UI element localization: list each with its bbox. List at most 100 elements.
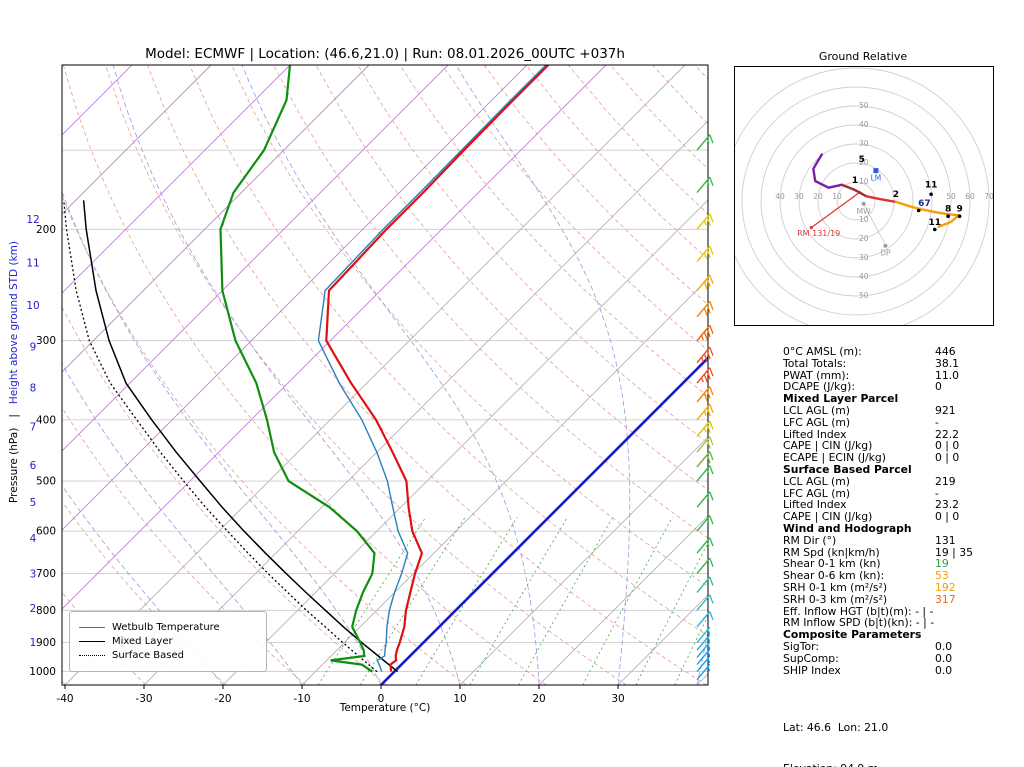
stats-panel: 0°C AMSL (m): 446 Total Totals: 38.1 PWAT (m… <box>783 346 1017 676</box>
stat-label: Lifted Index <box>783 498 847 512</box>
svg-text:30: 30 <box>859 253 869 262</box>
location-footer: Lat: 46.6 Lon: 21.0 Elevation: 94.9 m <box>783 694 888 767</box>
stat-value: 0.0 <box>935 651 953 665</box>
pressure-tick-label: 900 <box>36 637 56 649</box>
temp-tick-label: 10 <box>453 693 466 705</box>
stat-label: PWAT (mm): <box>783 368 850 382</box>
chart-title: Model: ECMWF | Location: (46.6,21.0) | R… <box>145 46 625 62</box>
stat-row: LCL AGL (m) 219 <box>783 474 1017 488</box>
stat-label: Shear 0-1 km (kn) <box>783 557 881 571</box>
pressure-tick-label: 300 <box>36 335 56 347</box>
y-axis-label-height: Height above ground STD (km) <box>8 241 20 405</box>
stat-label: LCL AGL (m) <box>783 474 850 488</box>
stat-label: LFC AGL (m) <box>783 415 851 429</box>
wetbulb-line-swatch <box>79 627 105 628</box>
stat-label: Lifted Index <box>783 427 847 441</box>
stat-label: SupComp: <box>783 651 839 665</box>
dewpoint-line <box>219 65 376 673</box>
legend-item-mixed-layer: Mixed Layer <box>79 636 257 647</box>
stat-label: LFC AGL (m) <box>783 486 851 500</box>
hodo-marker-label: LM <box>871 174 882 183</box>
stat-value: 0 | 0 <box>935 451 960 465</box>
stat-row: 0°C AMSL (m): 446 <box>783 346 1017 358</box>
svg-text:10: 10 <box>859 177 869 186</box>
svg-text:10: 10 <box>832 192 842 201</box>
stat-value <box>934 617 1017 629</box>
skewt-axes: 2003004005006007008009001000123456789101… <box>26 214 624 705</box>
stat-label: SigTor: <box>783 639 819 653</box>
stat-label: Eff. Inflow HGT (b|t)(m): - | - <box>783 604 934 618</box>
mixed-layer-parcel-line <box>82 200 399 673</box>
stat-label: CAPE | CIN (J/kg) <box>783 510 873 524</box>
rm-label: RM 131/19 <box>797 229 840 238</box>
temp-tick-label: 20 <box>532 693 545 705</box>
height-tick-label: 4 <box>30 533 37 545</box>
stat-label: RM Dir (°) <box>783 533 837 547</box>
temp-tick-label: -20 <box>214 693 231 705</box>
svg-text:50: 50 <box>859 101 869 110</box>
height-tick-label: 7 <box>30 422 37 434</box>
sounding-profiles <box>63 65 550 673</box>
stat-value: 446 <box>935 345 956 358</box>
stat-row: RM Spd (kn|km/h) 19 | 35 <box>783 545 1017 559</box>
hodo-marker-label: MW <box>857 207 871 216</box>
legend: Wetbulb Temperature Mixed Layer Surface … <box>69 611 267 672</box>
y-axis-label-pressure: Pressure (hPa) <box>8 427 20 503</box>
hodo-height-label: 2 <box>893 190 899 200</box>
height-tick-label: 5 <box>30 497 37 509</box>
stat-label: LCL AGL (m) <box>783 403 850 417</box>
temp-tick-label: -40 <box>56 693 73 705</box>
stat-row: LFC AGL (m) - <box>783 415 1017 429</box>
stat-row: Shear 0-6 km (kn): 53 <box>783 570 1017 582</box>
stats-section-header: Mixed Layer Parcel <box>783 392 899 406</box>
stat-label: Shear 0-6 km (kn): <box>783 569 885 583</box>
stat-label: Total Totals: <box>783 356 847 370</box>
stat-row: SRH 0-1 km (m²/s²) 192 <box>783 582 1017 594</box>
legend-item-surface-based: Surface Based <box>79 650 257 661</box>
svg-text:20: 20 <box>859 158 869 167</box>
pressure-tick-label: 400 <box>36 414 56 426</box>
svg-text:20: 20 <box>859 234 869 243</box>
height-tick-label: 9 <box>30 342 37 354</box>
stat-row: Lifted Index 23.2 <box>783 499 1017 511</box>
height-tick-label: 8 <box>30 382 37 394</box>
wind-barbs <box>696 134 714 681</box>
stat-label: ECAPE | ECIN (J/kg) <box>783 451 886 465</box>
temp-tick-label: 30 <box>611 693 624 705</box>
x-axis-label: Temperature (°C) <box>339 702 431 714</box>
stat-label: RM Inflow SPD (b|t)(kn): - | - <box>783 616 935 630</box>
stat-label: SRH 0-3 km (m²/s²) <box>783 592 888 606</box>
footer-latlon: Lat: 46.6 Lon: 21.0 <box>783 721 889 734</box>
stat-row: LFC AGL (m) - <box>783 486 1017 500</box>
stat-value: 0.0 <box>935 663 953 677</box>
stat-row: PWAT (mm): 11.0 <box>783 368 1017 382</box>
svg-text:70: 70 <box>984 192 994 201</box>
footer-elevation: Elevation: 94.9 m <box>783 762 888 767</box>
stat-value: 22.2 <box>935 427 960 441</box>
stat-value: 219 <box>935 474 956 488</box>
height-tick-label: 12 <box>26 214 39 226</box>
legend-label-mixed-layer: Mixed Layer <box>112 636 173 647</box>
stat-value: 317 <box>935 592 956 606</box>
stat-value: - <box>935 415 939 429</box>
stat-label: 0°C AMSL (m): <box>783 345 862 358</box>
stat-label: RM Spd (kn|km/h) <box>783 545 880 559</box>
stat-value <box>933 606 1017 618</box>
stat-value: 23.2 <box>935 498 960 512</box>
stat-value: 192 <box>935 580 956 594</box>
pressure-tick-label: 600 <box>36 526 56 538</box>
stat-value: 921 <box>935 403 956 417</box>
surface-based-parcel-line <box>63 200 378 673</box>
svg-text:40: 40 <box>775 192 785 201</box>
pressure-tick-label: 500 <box>36 476 56 488</box>
stat-row: RM Dir (°) 131 <box>783 533 1017 547</box>
svg-text:10: 10 <box>859 215 869 224</box>
stat-row: RM Inflow SPD (b|t)(kn): - | - <box>783 617 1017 629</box>
legend-label-wetbulb: Wetbulb Temperature <box>112 622 220 633</box>
wetbulb-line <box>317 65 547 672</box>
stat-row: DCAPE (J/kg): 0 <box>783 381 1017 393</box>
stats-section-header: Wind and Hodograph <box>783 521 912 535</box>
height-tick-label: 6 <box>30 460 37 472</box>
temp-tick-label: 0 <box>378 693 385 705</box>
stat-row: SHIP Index 0.0 <box>783 663 1017 677</box>
